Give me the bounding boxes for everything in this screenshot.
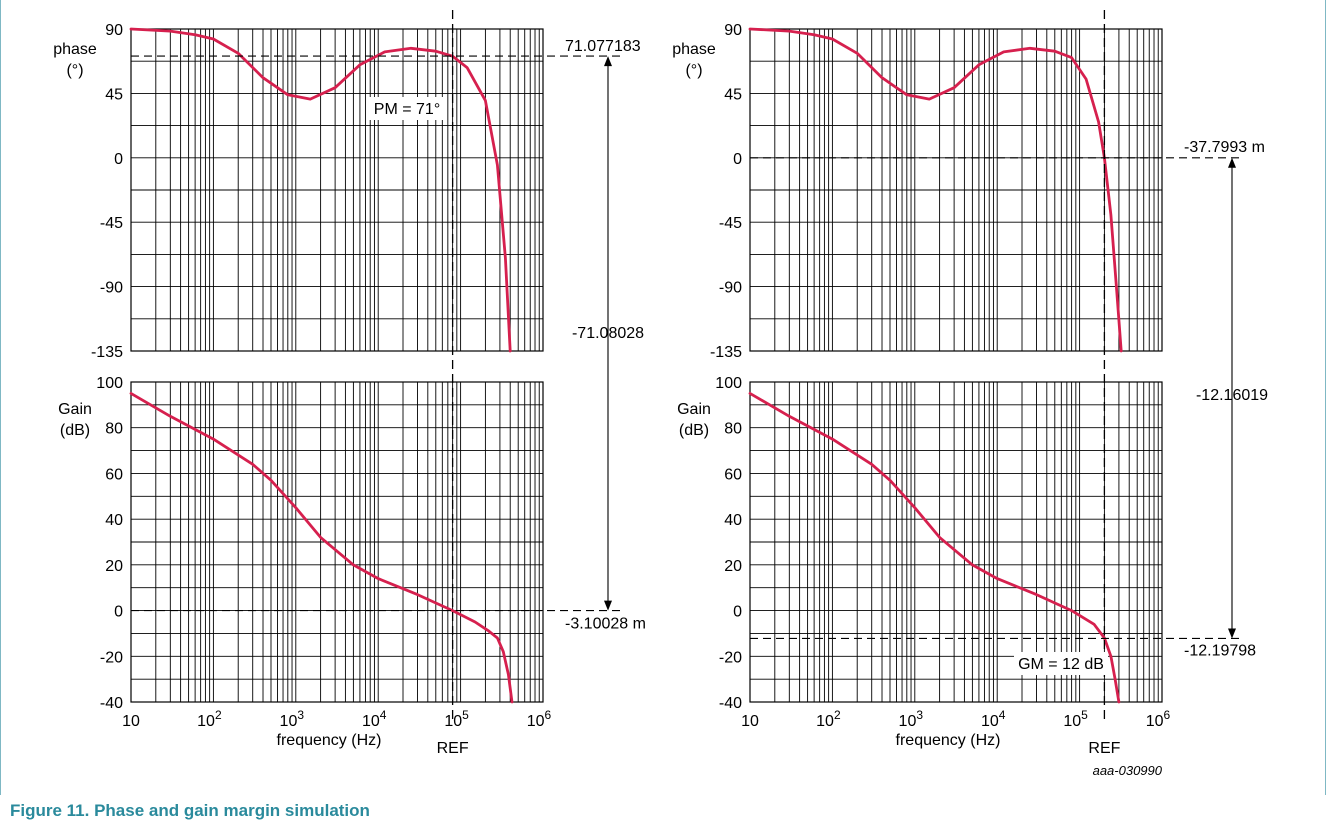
right-gain-x-tick-label: 104	[981, 708, 1006, 730]
right-gain-x-tick-label: 102	[816, 708, 841, 730]
right-gain-ylabel-unit: (dB)	[679, 422, 709, 439]
right-phase-y-tick-label: -135	[710, 344, 742, 361]
left-phase-annotation: PM = 71°	[374, 101, 440, 118]
left-phase-y-tick-label: 0	[114, 151, 123, 168]
right-phase-y-tick-label: 45	[724, 86, 742, 103]
right-gain-plot-frame	[749, 381, 1163, 703]
left-phase-y-tick-label: -45	[100, 215, 123, 232]
right-span-value: -12.16019	[1196, 387, 1268, 404]
left-phase-y-tick-label: -135	[91, 344, 123, 361]
right-gain-x-tick-label: 103	[899, 708, 924, 730]
left-gain-y-tick-label: 0	[114, 604, 123, 621]
left-phase-ylabel-unit: (°)	[66, 62, 83, 79]
left-gain-y-tick-label: -40	[100, 695, 123, 712]
left-gain-x-tick-label: 106	[527, 708, 552, 730]
left-gain-y-tick-label: -20	[100, 649, 123, 666]
left-gain-y-tick-label: 20	[105, 558, 123, 575]
right-span-arrow-up	[1228, 157, 1236, 168]
left-gain-x-tick-label: 104	[362, 708, 387, 730]
right-gain-y-tick-label: 80	[724, 421, 742, 438]
left-gain-x-tick-label: 105	[444, 708, 469, 730]
right-gain-ref-label: REF	[1088, 740, 1120, 757]
right-phase-ylabel: phase	[672, 41, 716, 58]
right-gain-y-tick-label: 40	[724, 512, 742, 529]
left-gain-ylabel-unit: (dB)	[60, 422, 90, 439]
right-phase-ylabel-unit: (°)	[685, 62, 702, 79]
left-gain-series-line	[129, 392, 514, 704]
left-gain-y-tick-label: 80	[105, 421, 123, 438]
left-gain-y-tick-label: 40	[105, 512, 123, 529]
left-span-arrow-down	[604, 600, 612, 611]
right-gain-series-line	[748, 392, 1121, 704]
left-gain-ylabel: Gain	[58, 401, 92, 418]
left-phase-y-tick-label: -90	[100, 280, 123, 297]
right-span-arrow-down	[1228, 628, 1236, 639]
right-phase-y-tick-label: 0	[733, 151, 742, 168]
right-gain-x-tick-label: 105	[1063, 708, 1088, 730]
left-gain-y-tick-label: 100	[96, 375, 123, 392]
right-gain-y-tick-label: 20	[724, 558, 742, 575]
left-phase-y-tick-label: 90	[105, 22, 123, 39]
right-gain-y-tick-label: -20	[719, 649, 742, 666]
right-phase-plot-frame	[749, 28, 1163, 352]
left-phase-plot-frame	[130, 28, 544, 352]
right-gain-xlabel: frequency (Hz)	[896, 732, 1001, 749]
right-gain-x-tick-label: 10	[741, 713, 759, 730]
right-gain-marker-value: -12.19798	[1184, 642, 1256, 659]
left-gain-plot-frame	[130, 381, 544, 703]
right-gain-annotation-bg	[1014, 652, 1108, 675]
left-gain-x-tick-label: 103	[280, 708, 305, 730]
right-phase-y-tick-label: 90	[724, 22, 742, 39]
right-gain-y-tick-label: 0	[733, 604, 742, 621]
right-gain-x-tick-label: 106	[1146, 708, 1171, 730]
right-phase-marker-value: -37.7993 m	[1184, 139, 1265, 156]
right-phase-y-tick-label: -90	[719, 280, 742, 297]
left-phase-series-line	[129, 27, 512, 353]
figure-caption: Figure 11. Phase and gain margin simulat…	[10, 801, 370, 820]
left-gain-y-tick-label: 60	[105, 466, 123, 483]
bode-plots-figure: 90450-45-90-135phase(°)100806040200-20-4…	[53, 10, 1268, 778]
right-gain-y-tick-label: 100	[715, 375, 742, 392]
left-phase-annotation-bg	[368, 97, 446, 120]
right-gain-annotation: GM = 12 dB	[1018, 656, 1104, 673]
right-phase-series-line	[748, 27, 1123, 353]
right-gain-y-tick-label: 60	[724, 466, 742, 483]
left-gain-xlabel: frequency (Hz)	[277, 732, 382, 749]
left-span-value: -71.08028	[572, 325, 644, 342]
left-phase-y-tick-label: 45	[105, 86, 123, 103]
right-gain-ylabel: Gain	[677, 401, 711, 418]
left-phase-ylabel: phase	[53, 41, 97, 58]
left-gain-x-tick-label: 10	[122, 713, 140, 730]
figure-code: aaa-030990	[1093, 763, 1163, 778]
right-phase-y-tick-label: -45	[719, 215, 742, 232]
left-gain-x-tick-label: 102	[197, 708, 222, 730]
left-span-arrow-up	[604, 56, 612, 67]
left-gain-marker-value: -3.10028 m	[565, 616, 646, 633]
left-phase-marker-value: 71.077183	[565, 38, 641, 55]
right-gain-y-tick-label: -40	[719, 695, 742, 712]
left-gain-ref-label: REF	[437, 740, 469, 757]
